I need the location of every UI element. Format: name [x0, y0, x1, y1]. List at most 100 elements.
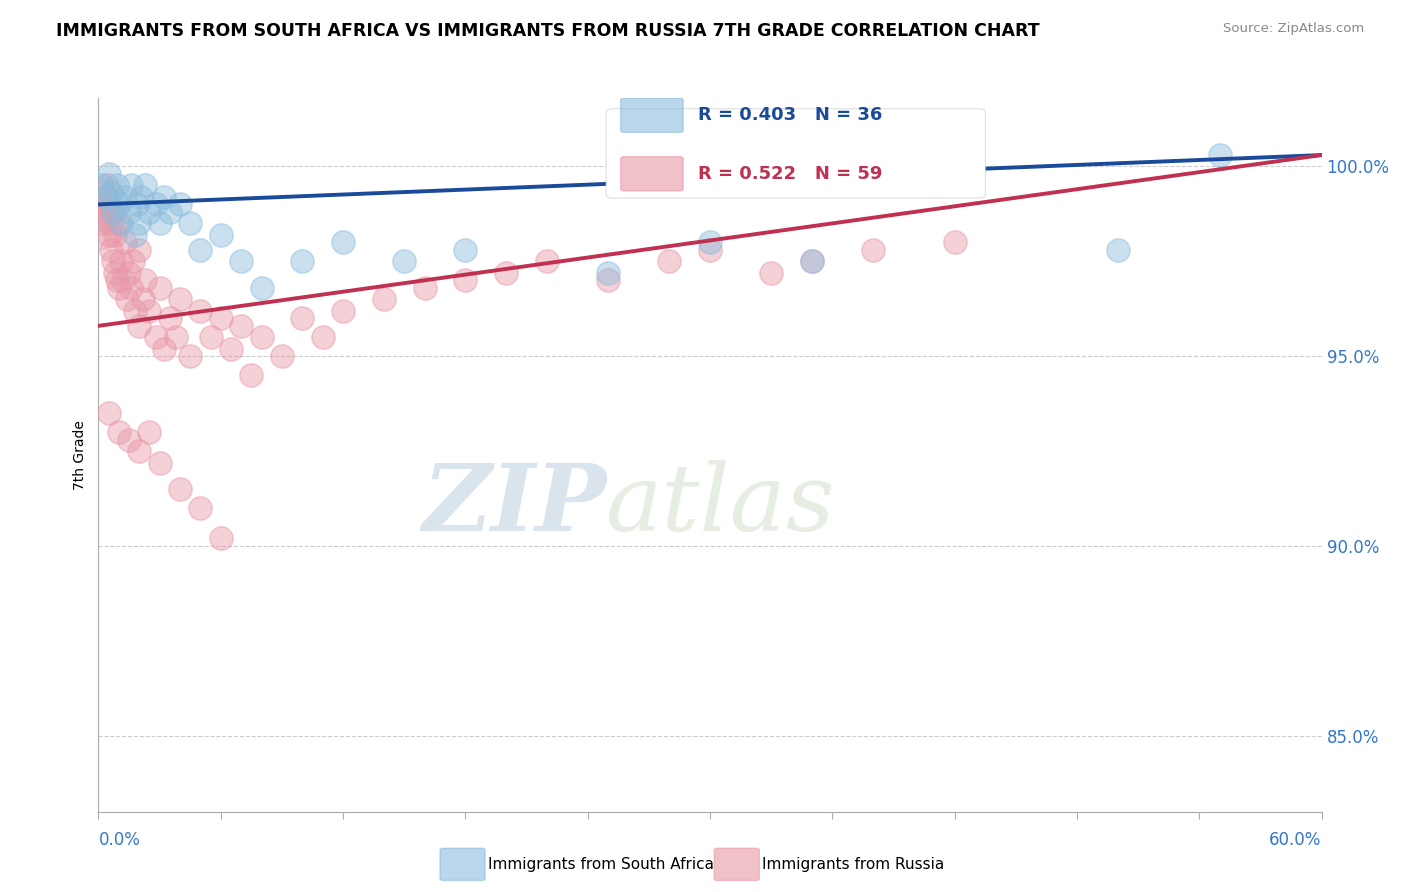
Point: [209, 532, 232, 546]
Point: [97, 197, 120, 211]
Point: [101, 254, 124, 268]
Point: [122, 254, 145, 268]
Point: [188, 501, 212, 516]
Point: [454, 243, 477, 257]
Point: [169, 482, 191, 496]
Point: [219, 342, 242, 356]
Point: [596, 273, 619, 287]
Text: Immigrants from Russia: Immigrants from Russia: [762, 857, 945, 871]
Point: [373, 293, 395, 307]
Point: [188, 243, 212, 257]
Point: [536, 254, 558, 268]
Text: Source: ZipAtlas.com: Source: ZipAtlas.com: [1223, 22, 1364, 36]
Point: [100, 216, 122, 230]
Point: [862, 243, 884, 257]
Point: [699, 243, 721, 257]
Point: [100, 243, 122, 257]
Point: [312, 330, 335, 344]
Text: ZIP: ZIP: [422, 460, 606, 549]
Point: [128, 243, 150, 257]
Point: [115, 293, 138, 307]
Point: [90, 197, 112, 211]
Point: [332, 303, 354, 318]
Point: [291, 311, 314, 326]
Point: [149, 281, 172, 295]
Point: [110, 216, 132, 230]
Point: [250, 330, 273, 344]
Point: [699, 235, 721, 250]
Point: [108, 197, 131, 211]
Point: [128, 216, 150, 230]
Point: [159, 205, 181, 219]
Point: [90, 216, 112, 230]
Text: R = 0.403   N = 36: R = 0.403 N = 36: [697, 106, 882, 124]
Y-axis label: 7th Grade: 7th Grade: [73, 420, 87, 490]
Point: [105, 273, 128, 287]
Point: [943, 235, 966, 250]
Point: [91, 216, 114, 230]
Point: [97, 406, 120, 420]
Point: [96, 178, 118, 193]
Point: [270, 349, 294, 363]
Point: [118, 433, 141, 447]
Point: [332, 235, 354, 250]
Point: [152, 190, 174, 204]
Point: [108, 425, 131, 439]
Point: [240, 368, 263, 383]
Point: [209, 227, 232, 242]
Point: [413, 281, 436, 295]
Point: [96, 205, 118, 219]
Point: [169, 197, 191, 211]
Point: [96, 190, 118, 204]
Point: [101, 205, 124, 219]
Point: [118, 205, 141, 219]
Point: [132, 293, 155, 307]
Point: [104, 227, 127, 242]
Point: [179, 216, 201, 230]
Text: 60.0%: 60.0%: [1270, 830, 1322, 848]
Point: [145, 197, 167, 211]
Point: [138, 205, 160, 219]
Point: [97, 227, 120, 242]
Point: [801, 254, 824, 268]
Text: 0.0%: 0.0%: [98, 830, 141, 848]
Point: [129, 190, 152, 204]
Point: [128, 444, 150, 458]
Text: atlas: atlas: [606, 460, 835, 549]
Point: [118, 266, 141, 280]
Point: [149, 216, 172, 230]
Point: [128, 318, 150, 333]
Point: [101, 205, 124, 219]
Point: [596, 266, 619, 280]
Point: [200, 330, 222, 344]
Point: [291, 254, 314, 268]
Point: [134, 178, 156, 193]
Text: IMMIGRANTS FROM SOUTH AFRICA VS IMMIGRANTS FROM RUSSIA 7TH GRADE CORRELATION CHA: IMMIGRANTS FROM SOUTH AFRICA VS IMMIGRAN…: [56, 22, 1040, 40]
Point: [110, 254, 132, 268]
Point: [114, 190, 136, 204]
Point: [250, 281, 273, 295]
Point: [138, 425, 160, 439]
Point: [159, 311, 181, 326]
Point: [104, 266, 127, 280]
Point: [120, 281, 142, 295]
Point: [120, 178, 142, 193]
Point: [91, 178, 114, 193]
Point: [1107, 243, 1129, 257]
Point: [231, 254, 253, 268]
Point: [179, 349, 201, 363]
Point: [89, 197, 111, 211]
Point: [114, 235, 136, 250]
Point: [801, 254, 824, 268]
Point: [97, 167, 120, 181]
Point: [165, 330, 187, 344]
Point: [105, 178, 128, 193]
Point: [108, 216, 131, 230]
Point: [108, 281, 131, 295]
Point: [392, 254, 416, 268]
FancyBboxPatch shape: [620, 157, 683, 191]
Point: [93, 190, 115, 204]
Point: [188, 303, 212, 318]
Point: [1208, 148, 1232, 162]
Point: [134, 273, 156, 287]
